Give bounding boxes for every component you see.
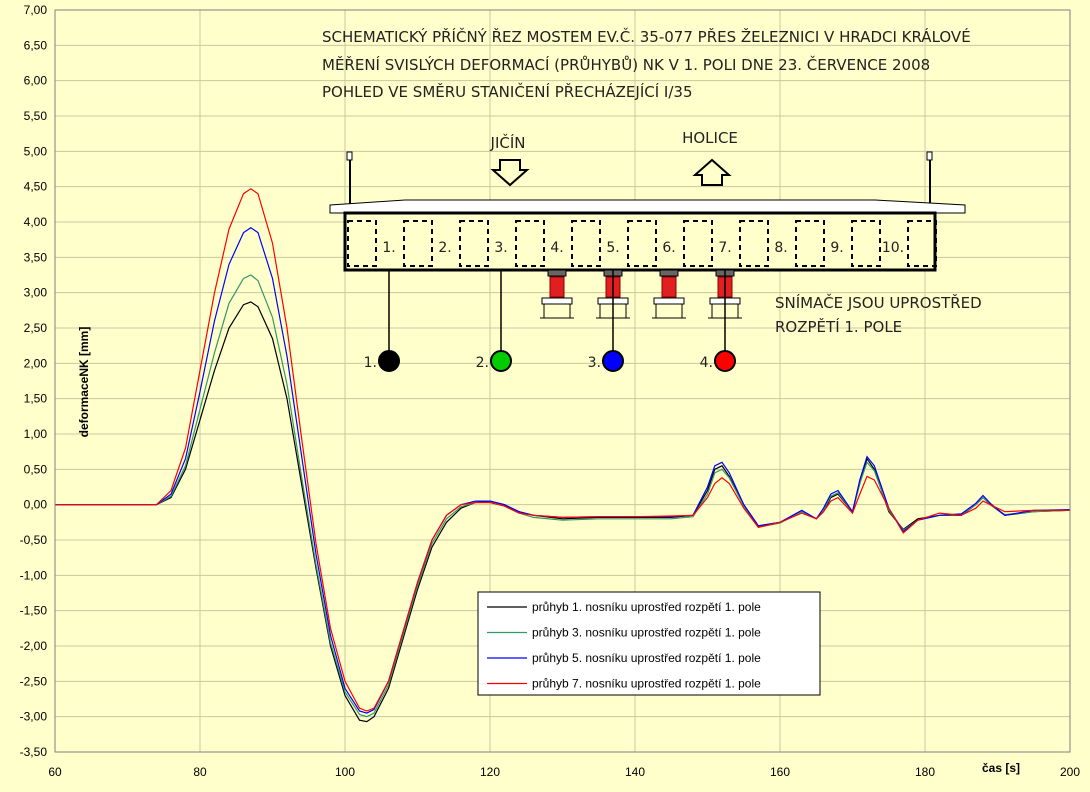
girder-outline [403,220,433,267]
jack [661,276,677,298]
sensor [714,350,736,372]
x-tick-label: 100 [335,765,355,779]
girder-label: 6. [662,240,675,256]
legend-label: průhyb 5. nosníku uprostřed rozpětí 1. p… [532,651,761,665]
direction-label: HOLICE [682,129,738,147]
jack [549,276,565,298]
girder-label: 10. [882,240,904,256]
y-tick-label: 5,00 [24,144,48,158]
schematic [329,151,966,319]
y-tick-label: 1,00 [24,427,48,441]
legend-label: průhyb 7. nosníku uprostřed rozpětí 1. p… [532,677,761,691]
x-tick-label: 120 [480,765,500,779]
note-line: ROZPĚTÍ 1. POLE [775,317,902,336]
girder-label: 5. [606,240,619,256]
legend-label: průhyb 1. nosníku uprostřed rozpětí 1. p… [532,600,761,614]
girder-label: 3. [494,240,507,256]
sensor [490,350,512,372]
y-tick-label: 4,00 [24,215,48,229]
title-line: SCHEMATICKÝ PŘÍČNÝ ŘEZ MOSTEM EV.Č. 35-0… [322,27,971,46]
data-line [55,274,1071,718]
y-tick-label: 5,50 [24,109,48,123]
note-line: SNÍMAČE JSOU UPROSTŘED [775,293,982,312]
y-tick-label: -1,50 [20,604,48,618]
y-tick-label: 7,00 [24,3,48,17]
girder-outline [851,220,881,267]
data-line [55,188,1070,712]
x-tick-label: 160 [770,765,790,779]
y-tick-label: -3,50 [20,745,48,759]
sensor-label: 4. [700,355,713,371]
girder-label: 4. [550,240,563,256]
y-tick-label: -3,00 [20,710,48,724]
y-tick-label: 2,50 [24,321,48,335]
girder-label: 2. [438,240,451,256]
girder-outline [683,220,713,267]
jack-base [653,297,685,305]
girder-outline [347,220,377,267]
y-tick-label: 6,50 [24,38,48,52]
girder-outline [907,220,937,267]
y-tick-label: 0,00 [24,498,48,512]
y-axis-label: deformaceNK [mm] [77,327,91,438]
jack-top [659,269,679,277]
x-axis-label: čas [s] [982,761,1020,775]
y-tick-label: -1,00 [20,568,48,582]
title-line: POHLED VE SMĚRU STANIČENÍ PŘECHÁZEJÍCÍ I… [322,82,692,101]
jack-top [547,269,567,277]
y-tick-label: 3,00 [24,286,48,300]
y-tick-label: 2,00 [24,356,48,370]
y-tick-label: -0,50 [20,533,48,547]
y-tick-label: -2,00 [20,639,48,653]
x-tick-label: 200 [1060,765,1080,779]
y-tick-label: 1,50 [24,392,48,406]
title-line: MĚŘENÍ SVISLÝCH DEFORMACÍ (PRŮHYBŮ) NK V… [322,55,930,74]
direction-label: JIČÍN [490,133,526,152]
sensor [378,350,400,372]
jack-stand [540,304,574,319]
girder-outline [459,220,489,267]
girder-outline [627,220,657,267]
legend [477,591,821,696]
girder-outline [739,220,769,267]
girder-outline [571,220,601,267]
girder-outline [515,220,545,267]
jack-stand [652,304,686,319]
y-tick-label: 3,50 [24,250,48,264]
y-tick-label: -2,50 [20,674,48,688]
lines [55,188,1071,723]
sensor-label: 2. [476,355,489,371]
x-tick-label: 60 [48,765,62,779]
y-tick-label: 6,00 [24,74,48,88]
x-tick-label: 80 [193,765,207,779]
x-tick-label: 180 [915,765,935,779]
legend-label: průhyb 3. nosníku uprostřed rozpětí 1. p… [532,626,761,640]
sensor [602,350,624,372]
girder-label: 8. [774,240,787,256]
y-tick-label: 0,50 [24,462,48,476]
x-tick-label: 140 [625,765,645,779]
sensor-label: 1. [364,355,377,371]
plot-frame [54,9,1071,753]
girder-label: 1. [382,240,395,256]
y-tick-label: 4,50 [24,180,48,194]
jack-base [541,297,573,305]
girder-outline [795,220,825,267]
sensor-label: 3. [588,355,601,371]
girder-label: 9. [830,240,843,256]
girder-label: 7. [718,240,731,256]
